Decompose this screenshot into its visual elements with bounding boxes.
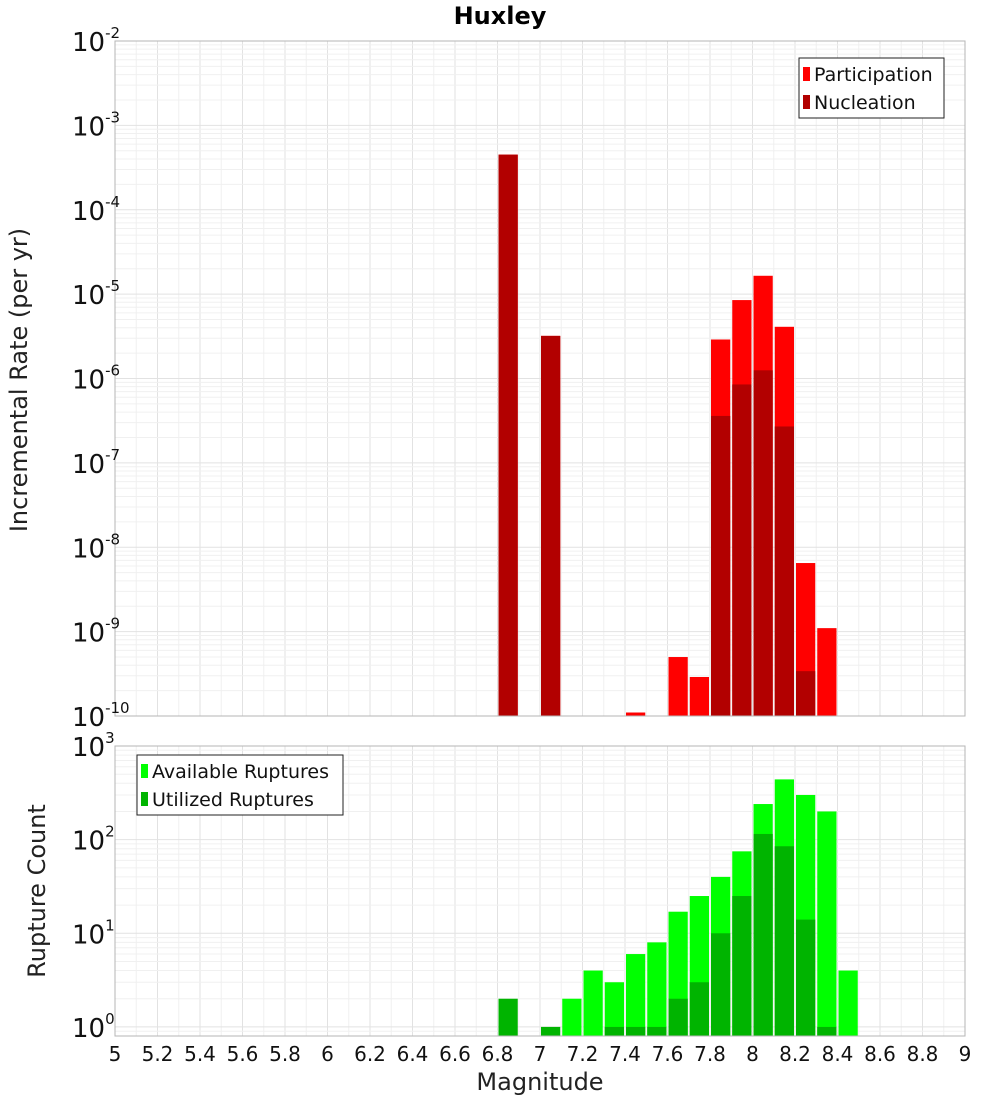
bar <box>732 896 752 1036</box>
legend-swatch <box>141 792 148 806</box>
top-plot-frame <box>114 40 966 717</box>
legend-swatch <box>141 764 148 778</box>
y-tick-label: 103 <box>72 729 115 763</box>
x-tick-label: 7.2 <box>567 1042 599 1066</box>
y-tick-label: 10-6 <box>72 362 120 396</box>
x-axis-label: Magnitude <box>476 1068 603 1096</box>
bar <box>647 942 667 1036</box>
legend-box <box>798 57 945 119</box>
bar <box>626 712 646 716</box>
bar <box>817 1026 837 1036</box>
top-legend: Participation Nucleation <box>798 57 945 119</box>
bar <box>753 370 773 716</box>
top-y-axis-label: Incremental Rate (per yr) <box>5 228 33 532</box>
x-tick-label: 8.2 <box>779 1042 811 1066</box>
y-tick-label: 10-8 <box>72 530 120 564</box>
bar <box>774 846 794 1036</box>
legend-entry: Available Ruptures <box>152 761 329 783</box>
bar <box>817 628 837 716</box>
x-tick-label: 5 <box>109 1042 122 1066</box>
legend-entry: Nucleation <box>814 92 916 114</box>
bar <box>562 998 582 1036</box>
y-tick-label: 10-2 <box>72 24 120 58</box>
y-tick-label: 100 <box>72 1010 115 1044</box>
x-tick-label: 6.8 <box>482 1042 514 1066</box>
x-tick-label: 7 <box>534 1042 547 1066</box>
bar <box>711 415 731 716</box>
bar <box>732 384 752 716</box>
legend-swatch <box>803 95 810 109</box>
bar <box>647 1026 667 1036</box>
bottom-panel: 103 102 101 100 Rupture Count Available Rup… <box>23 729 966 1044</box>
bar <box>796 919 816 1036</box>
top-y-ticks: 10-2 10-3 10-4 10-5 10-6 10-7 10-8 10-9 10-10 <box>72 24 130 733</box>
y-tick-label: 102 <box>72 823 115 857</box>
bar <box>774 426 794 716</box>
bottom-legend: Available Ruptures Utilized Ruptures <box>136 754 344 816</box>
x-tick-label: 8.4 <box>822 1042 854 1066</box>
bottom-y-axis-label: Rupture Count <box>23 804 51 978</box>
top-bars <box>498 154 837 716</box>
bottom-plot-frame <box>114 745 966 1037</box>
bar <box>817 811 837 1036</box>
bar <box>604 982 624 1036</box>
bar <box>668 998 688 1036</box>
x-tick-label: 9 <box>959 1042 972 1066</box>
x-tick-label: 5.4 <box>184 1042 216 1066</box>
bar <box>583 970 603 1036</box>
bar <box>498 998 518 1036</box>
legend-swatch <box>803 67 810 81</box>
bar <box>668 657 688 716</box>
x-tick-label: 7.6 <box>652 1042 684 1066</box>
bar <box>626 954 646 1036</box>
y-tick-label: 10-3 <box>72 108 120 142</box>
y-tick-label: 10-5 <box>72 277 120 311</box>
y-tick-label: 10-10 <box>72 699 130 733</box>
top-panel: 10-2 10-3 10-4 10-5 10-6 10-7 10-8 10-9 10-10 In… <box>5 24 966 733</box>
top-grid <box>114 40 966 717</box>
bar <box>541 1026 561 1036</box>
y-tick-label: 10-9 <box>72 615 120 649</box>
legend-entry: Participation <box>814 64 933 86</box>
bar <box>604 1026 624 1036</box>
bar <box>541 335 561 716</box>
x-tick-label: 8.8 <box>907 1042 939 1066</box>
x-tick-label: 6.6 <box>439 1042 471 1066</box>
x-ticks: 5 5.2 5.4 5.6 5.8 6 6.2 6.4 6.6 6.8 7 7.2 7.4 7.6 7.8 8… <box>109 1042 972 1066</box>
x-tick-label: 8 <box>746 1042 759 1066</box>
x-tick-label: 6.2 <box>354 1042 386 1066</box>
bar <box>753 833 773 1036</box>
bottom-bars <box>498 779 858 1036</box>
x-tick-label: 5.2 <box>142 1042 174 1066</box>
bottom-y-ticks: 103 102 101 100 <box>72 729 115 1044</box>
bar <box>689 982 709 1036</box>
bar <box>796 671 816 716</box>
x-tick-label: 7.4 <box>609 1042 641 1066</box>
x-tick-label: 5.6 <box>227 1042 259 1066</box>
y-tick-label: 10-7 <box>72 446 120 480</box>
x-tick-label: 6 <box>321 1042 334 1066</box>
y-tick-label: 101 <box>72 916 115 950</box>
x-tick-label: 8.6 <box>864 1042 896 1066</box>
x-tick-label: 5.8 <box>269 1042 301 1066</box>
bar <box>838 970 858 1036</box>
bar <box>498 154 518 716</box>
legend-entry: Utilized Ruptures <box>152 789 314 811</box>
bar <box>689 676 709 716</box>
legend-box <box>136 754 344 816</box>
x-tick-label: 6.4 <box>397 1042 429 1066</box>
chart-title: Huxley <box>454 2 547 30</box>
y-tick-label: 10-4 <box>72 193 120 227</box>
bar <box>711 933 731 1036</box>
x-tick-label: 7.8 <box>694 1042 726 1066</box>
bar <box>626 1026 646 1036</box>
